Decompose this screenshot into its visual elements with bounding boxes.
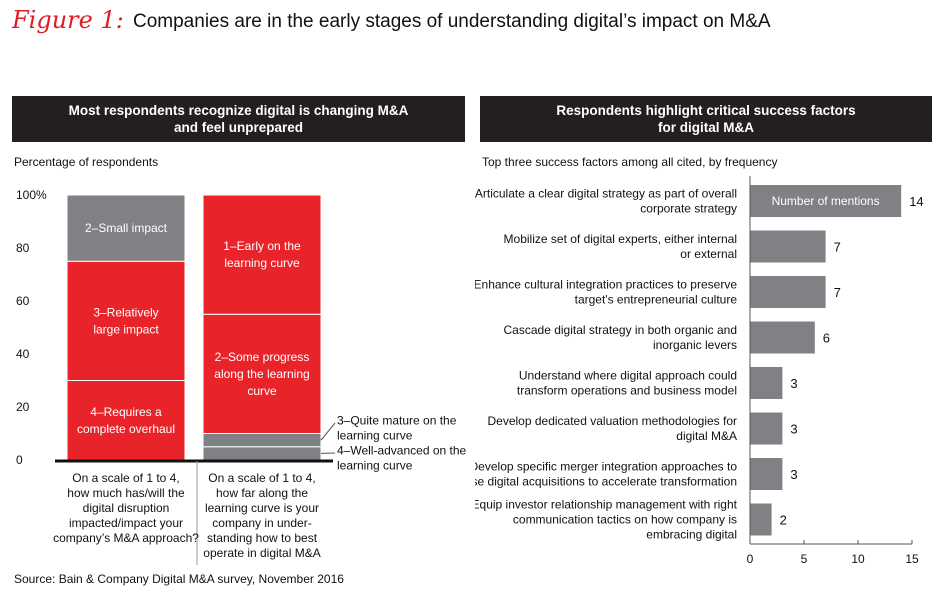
bar bbox=[750, 185, 902, 217]
bar-segment bbox=[202, 194, 322, 315]
value-label: 3 bbox=[790, 422, 797, 437]
bar bbox=[750, 412, 783, 445]
leader-line bbox=[320, 422, 336, 441]
category-label: Equip investor relationship management w… bbox=[475, 498, 738, 542]
horizontal-bar-chart: 14 Articulate a clear digital strategy as… bbox=[475, 176, 924, 566]
category-label: Articulate a clear digital strategy as p… bbox=[475, 187, 737, 216]
stacked-bar-chart: 0 20 40 60 80 100% 4–Requires a complete overha… bbox=[16, 188, 467, 565]
figure-title: Companies are in the early stages of und… bbox=[133, 11, 771, 32]
bar-segment bbox=[66, 260, 186, 381]
x-tick-label: 10 bbox=[851, 552, 865, 566]
segment-label: 4–Requires a complete overhaul bbox=[77, 405, 175, 436]
right-panel-subtitle: Top three success factors among all cite… bbox=[482, 155, 778, 169]
right-header-line2: for digital M&A bbox=[657, 120, 754, 135]
segment-label: 2–Some progress along the learning curve bbox=[214, 350, 309, 398]
y-tick-label: 0 bbox=[16, 453, 23, 467]
y-tick-label: 40 bbox=[16, 347, 30, 361]
bar bbox=[750, 230, 826, 263]
bar bbox=[750, 367, 783, 399]
segment-label: 1–Early on the learning curve bbox=[223, 239, 301, 270]
right-panel-header: Respondents highlight critical success f… bbox=[480, 96, 932, 142]
left-panel-subtitle: Percentage of respondents bbox=[14, 155, 159, 169]
left-header-line1: Most respondents recognize digital is ch… bbox=[68, 103, 409, 118]
value-label: 7 bbox=[834, 240, 841, 255]
segment-label: 3–Relatively large impact bbox=[93, 305, 159, 336]
bar bbox=[750, 276, 826, 308]
right-header-line1: Respondents highlight critical success f… bbox=[556, 103, 856, 118]
value-label: 7 bbox=[834, 285, 841, 300]
y-tick-label: 20 bbox=[16, 400, 30, 414]
category-label: Mobilize set of digital experts, either … bbox=[504, 232, 737, 261]
value-label: 3 bbox=[790, 467, 797, 482]
bar-segment bbox=[66, 194, 186, 262]
y-tick-label: 80 bbox=[16, 241, 30, 255]
x-tick-label: 15 bbox=[905, 552, 919, 566]
bar-segment bbox=[202, 313, 322, 434]
y-tick-label: 60 bbox=[16, 294, 30, 308]
category-label: On a scale of 1 to 4, how much has/will t… bbox=[53, 471, 199, 545]
bar bbox=[750, 503, 772, 536]
category-label: On a scale of 1 to 4, how far along the le… bbox=[203, 471, 320, 560]
category-label: Understand where digital approach could t… bbox=[517, 369, 737, 398]
left-header-line2: and feel unprepared bbox=[173, 120, 304, 135]
bar-segment bbox=[202, 446, 322, 461]
value-label: 14 bbox=[909, 194, 923, 209]
legend-label: Number of mentions bbox=[772, 194, 880, 208]
segment-label: 4–Well-advanced on the learning curve bbox=[337, 444, 467, 473]
segment-label: 3–Quite mature on the learning curve bbox=[337, 414, 457, 443]
category-label: Develop dedicated valuation methodologie… bbox=[488, 414, 738, 443]
source-note: Source: Bain & Company Digital M&A surve… bbox=[14, 572, 344, 586]
value-label: 6 bbox=[823, 331, 830, 346]
bar bbox=[750, 321, 815, 354]
bar-segment bbox=[202, 433, 322, 448]
bar-segment bbox=[66, 380, 186, 461]
figure-label: Figure 1: bbox=[12, 6, 124, 34]
x-tick-label: 5 bbox=[801, 552, 808, 566]
category-label: Enhance cultural integration practices t… bbox=[475, 278, 737, 307]
y-tick-label: 100% bbox=[16, 188, 47, 202]
category-label: Cascade digital strategy in both organic… bbox=[504, 323, 737, 352]
segment-label: 2–Small impact bbox=[85, 221, 168, 235]
x-tick-label: 0 bbox=[747, 552, 754, 566]
category-label: Develop specific merger integration appr… bbox=[475, 460, 737, 489]
value-label: 3 bbox=[790, 376, 797, 391]
value-label: 2 bbox=[780, 513, 787, 528]
left-panel-header: Most respondents recognize digital is ch… bbox=[12, 96, 465, 142]
bar bbox=[750, 458, 783, 490]
